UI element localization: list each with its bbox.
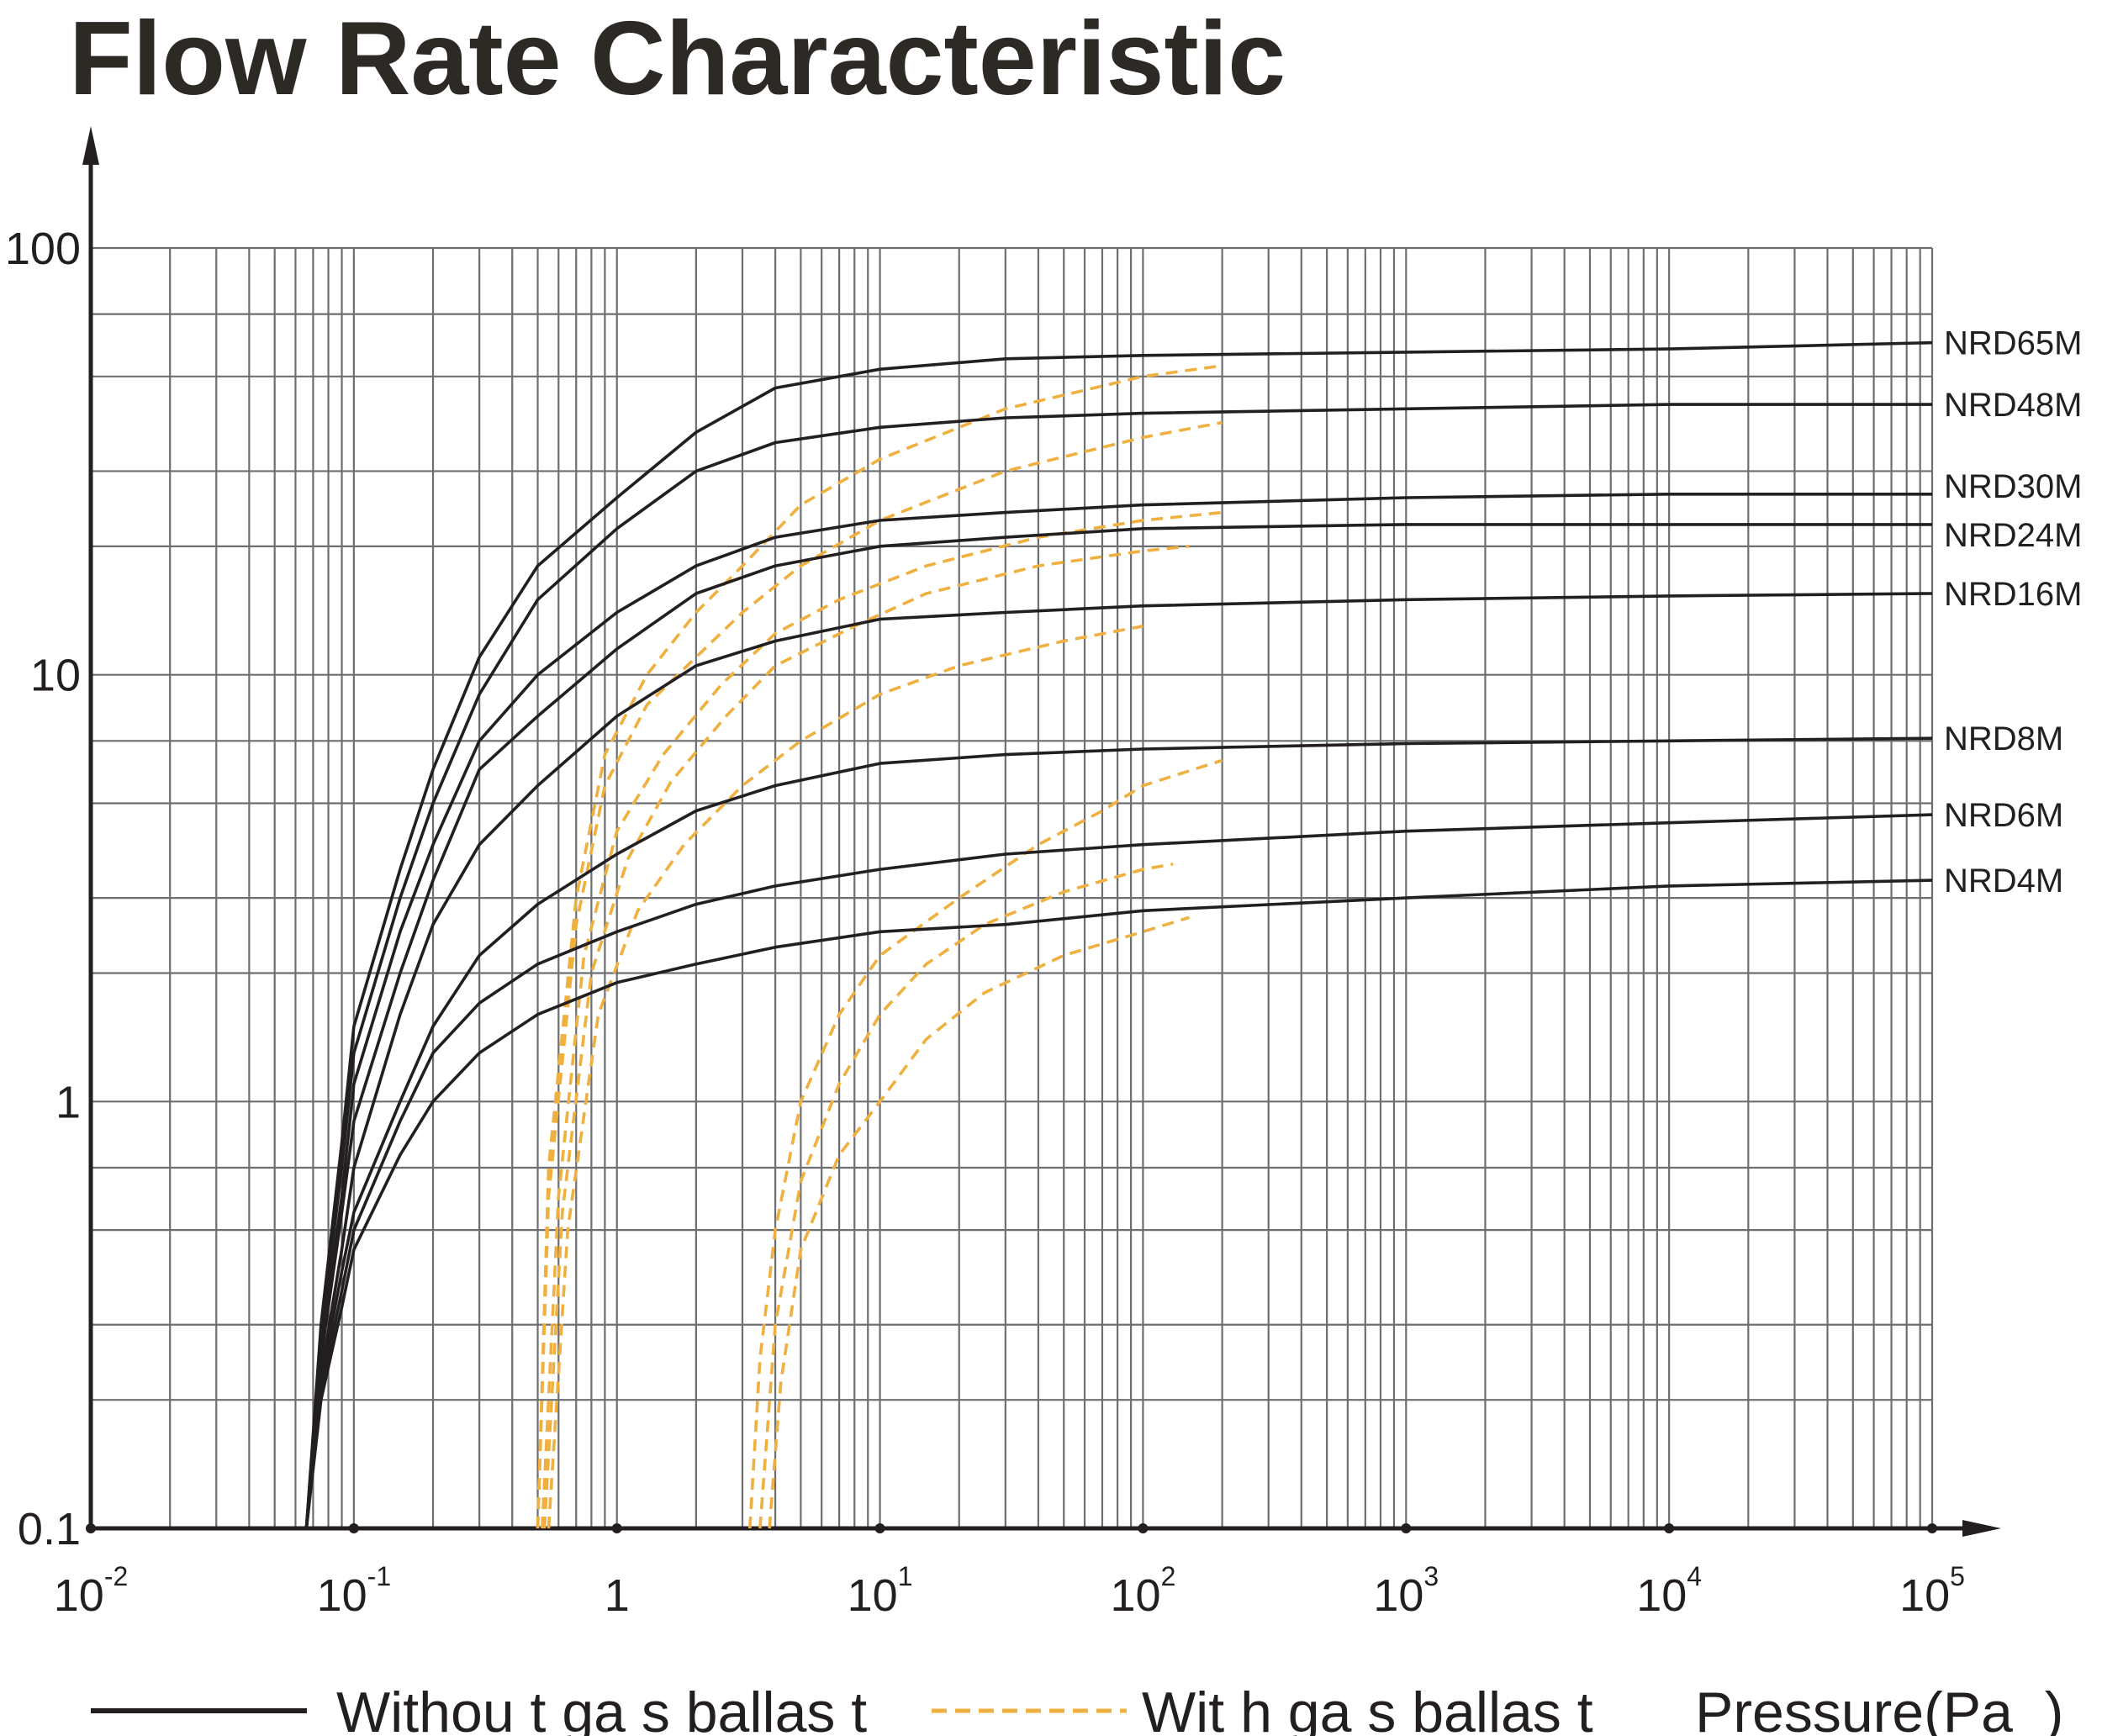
x-tick-label: 104 [1636, 1561, 1702, 1621]
gas-ballast-curve [536, 364, 1223, 1529]
grid [89, 246, 1934, 1530]
y-tick-label: 10 [30, 651, 81, 701]
x-tick-label: 10-1 [317, 1561, 392, 1621]
x-axis-tick-dot [611, 1523, 622, 1533]
y-tick-label: 0.1 [18, 1504, 81, 1554]
curve-nrd8m [304, 736, 1933, 1529]
gas-ballast-curve [758, 863, 1174, 1529]
x-tick-label: 103 [1373, 1561, 1439, 1621]
series-label-nrd65m: NRD65M [1944, 325, 2082, 362]
x-tick-base: 10 [1899, 1570, 1950, 1621]
x-axis-tick-dot [1138, 1523, 1149, 1533]
x-tick-exponent: -1 [367, 1561, 391, 1591]
series-label-nrd48m: NRD48M [1944, 387, 2082, 424]
curve-nrd24m [304, 523, 1932, 1529]
legend-solid-label: Withou t ga s ballas t [336, 1681, 867, 1736]
x-tick-exponent: 3 [1423, 1561, 1439, 1591]
series-label-nrd16m: NRD16M [1944, 576, 2082, 613]
curve-nrd4m [304, 879, 1933, 1529]
no-gas-ballast-curves [304, 340, 1933, 1529]
x-tick-base: 10 [54, 1570, 104, 1621]
x-tick-label: 105 [1899, 1561, 1965, 1621]
y-tick-label: 100 [5, 224, 81, 274]
series-label-nrd24m: NRD24M [1944, 517, 2082, 554]
series-label-nrd8m: NRD8M [1944, 720, 2063, 757]
gas-ballast-curve [541, 510, 1223, 1529]
x-tick-exponent: 2 [1161, 1561, 1176, 1591]
x-tick-base: 10 [1636, 1570, 1687, 1621]
series-label-nrd30m: NRD30M [1944, 468, 2082, 505]
x-tick-label: 1 [605, 1570, 630, 1621]
gas-ballast-curve [748, 758, 1223, 1529]
x-axis-tick-dot [1401, 1523, 1412, 1533]
curve-nrd6m [304, 813, 1933, 1529]
x-tick-exponent: 4 [1687, 1561, 1702, 1591]
x-axis-tick-dot [86, 1523, 96, 1533]
series-label-nrd6m: NRD6M [1944, 797, 2063, 834]
x-tick-exponent: 1 [898, 1561, 913, 1591]
chart-title: Flow Rate Characteristic [69, 1, 1286, 117]
series-label-nrd4m: NRD4M [1944, 863, 2063, 900]
gas-ballast-curve [536, 420, 1223, 1529]
x-axis-tick-dot [348, 1523, 359, 1533]
x-tick-label: 101 [848, 1561, 913, 1621]
curve-nrd30m [304, 493, 1932, 1529]
x-tick-label: 102 [1110, 1561, 1175, 1621]
x-axis-tick-dot [1927, 1523, 1937, 1533]
gas-ballast-curve [768, 915, 1191, 1529]
gas-ballast-curve [542, 545, 1190, 1529]
x-tick-exponent: -2 [104, 1561, 128, 1591]
x-tick-label: 10-2 [54, 1561, 129, 1621]
x-axis-tick-dot [874, 1523, 885, 1533]
x-tick-labels: 10-2 10-1 1 101 102 103 104 105 [54, 1561, 1965, 1621]
y-tick-labels: 0.1 1 10 100 [5, 224, 81, 1554]
x-tick-base: 1 [605, 1570, 630, 1621]
x-tick-base: 10 [1373, 1570, 1423, 1621]
axes [82, 126, 2001, 1537]
x-tick-base: 10 [1110, 1570, 1160, 1621]
gas-ballast-curve [547, 625, 1143, 1529]
x-tick-base: 10 [848, 1570, 898, 1621]
y-axis-arrow [82, 126, 99, 165]
curve-nrd65m [304, 340, 1933, 1529]
x-tick-base: 10 [317, 1570, 367, 1621]
curve-nrd48m [304, 403, 1932, 1529]
series-labels: NRD65M NRD48M NRD30M NRD24M NRD16M NRD8M NRD6M… [1944, 325, 2082, 900]
x-axis-tick-dot [1664, 1523, 1675, 1533]
x-axis-arrow [1962, 1520, 2001, 1537]
curve-nrd16m [304, 592, 1933, 1529]
legend-dashed-label: Wit h ga s ballas t [1142, 1681, 1593, 1736]
y-tick-label: 1 [55, 1077, 81, 1127]
legend: Withou t ga s ballas t Wit h ga s ballas… [91, 1681, 2063, 1736]
x-axis-label: Pressure(Pa ) [1695, 1681, 2063, 1736]
x-tick-exponent: 5 [1950, 1561, 1965, 1591]
